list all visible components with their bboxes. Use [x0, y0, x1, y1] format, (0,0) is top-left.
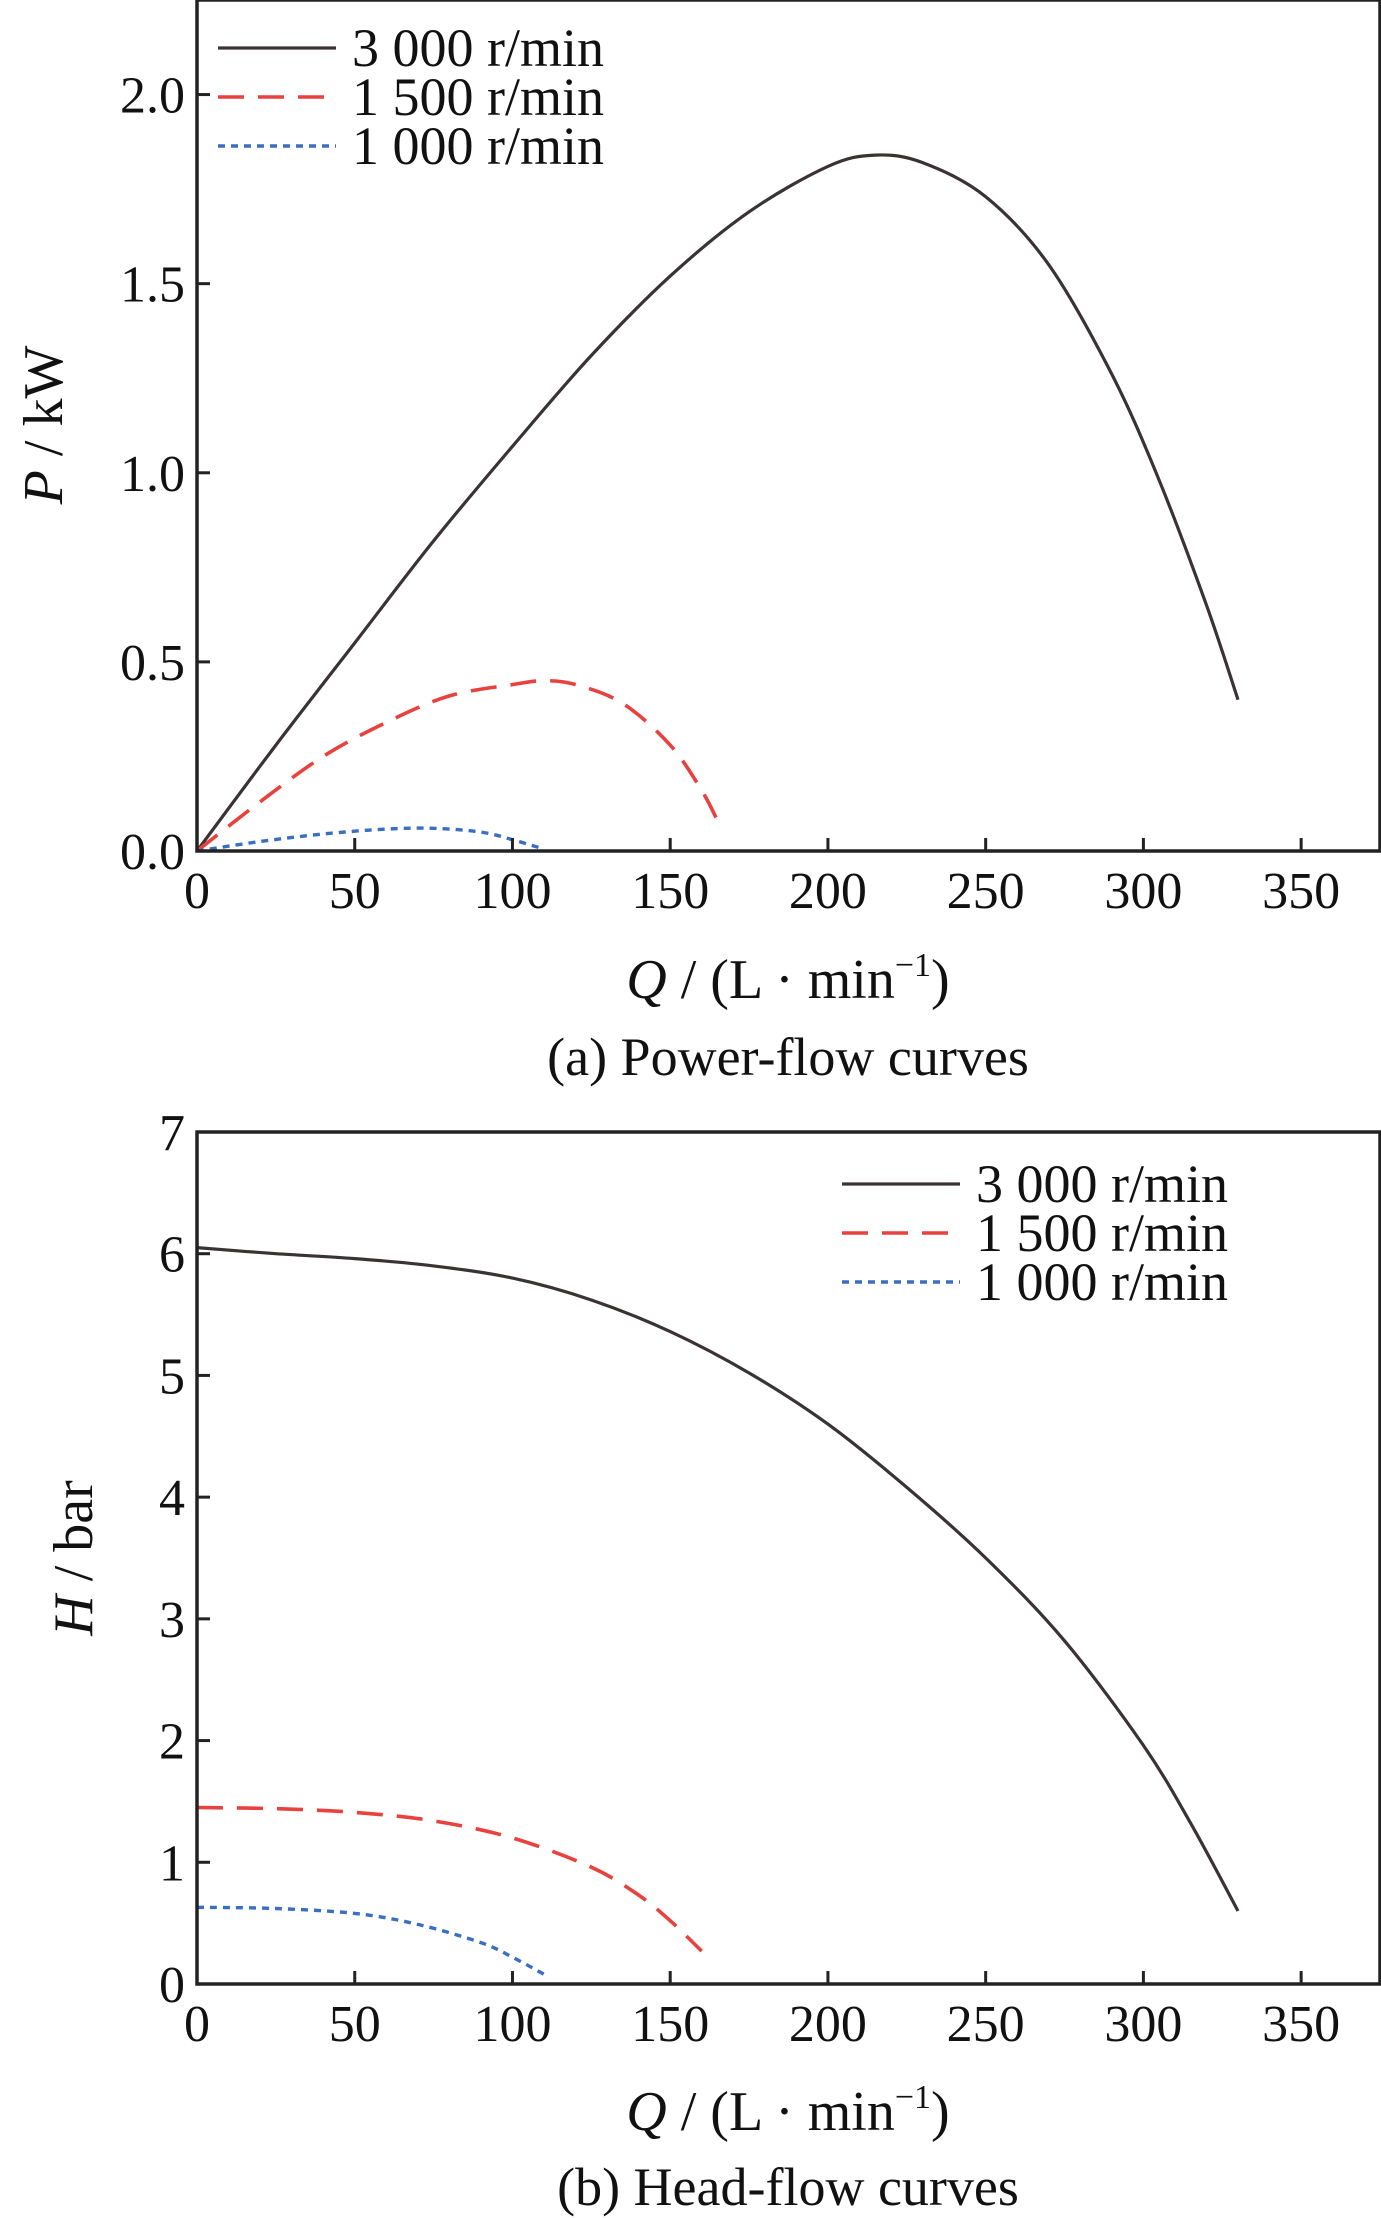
power-x-tick-label: 350 — [1262, 863, 1340, 920]
head-x-tick-label: 350 — [1262, 1996, 1340, 2053]
head-y-tick-label: 6 — [159, 1227, 185, 1284]
power-y-tick-label: 0.0 — [120, 824, 185, 881]
head-plot-frame — [195, 1130, 1381, 1986]
head-x-tick-label: 100 — [473, 1996, 551, 2053]
head-y-axis-label: H / bar — [43, 1480, 105, 1637]
head-chart-caption: (b) Head-flow curves — [557, 2157, 1019, 2217]
head-y-axis-var: H — [43, 1593, 105, 1637]
head-x-tick-label: 250 — [947, 1996, 1025, 2053]
power-y-tick-label: 1.0 — [120, 446, 185, 503]
head-x-axis-unit: / (L · min — [667, 2081, 895, 2143]
head-tick-layer: 0 50 100 150 200 250 300 350 0 1 2 3 4 5 6 7 — [159, 1105, 1340, 2053]
power-x-tick-label: 150 — [631, 863, 709, 920]
power-x-tick-label: 100 — [473, 863, 551, 920]
head-x-tick-label: 50 — [329, 1996, 381, 2053]
power-x-axis-exp: −1 — [895, 947, 931, 984]
power-legend-label-1: 1 500 r/min — [352, 67, 604, 127]
head-series-line-1 — [196, 1805, 703, 1953]
head-x-axis-var: Q — [626, 2081, 666, 2143]
head-x-axis-exp: −1 — [895, 2079, 931, 2116]
power-y-axis-label: P / kW — [13, 346, 75, 506]
head-y-tick-label: 3 — [159, 1592, 185, 1649]
head-series-line-2 — [196, 1905, 545, 1976]
power-x-axis-unit: / (L · min — [667, 949, 895, 1011]
head-y-tick-label: 1 — [159, 1835, 185, 1892]
power-x-tick-label: 300 — [1104, 863, 1182, 920]
head-series-layer — [196, 1246, 1240, 1976]
power-series-line-0 — [195, 153, 1240, 852]
power-x-tick-label: 200 — [789, 863, 867, 920]
power-x-axis-close: ) — [931, 949, 950, 1011]
head-y-tick-label: 4 — [159, 1470, 185, 1527]
head-y-tick-label: 0 — [159, 1957, 185, 2014]
power-y-tick-label: 1.5 — [120, 257, 185, 314]
power-x-tick-label: 250 — [947, 863, 1025, 920]
power-x-tick-label: 0 — [184, 863, 210, 920]
power-legend-label-0: 3 000 r/min — [352, 18, 604, 78]
head-y-tick-label: 7 — [159, 1105, 185, 1162]
power-y-tick-label: 2.0 — [120, 68, 185, 125]
power-flow-chart: 0 50 100 150 200 250 300 350 0.0 0.5 1.0 1.5 2.0 3 0… — [13, 0, 1381, 1087]
power-x-axis-var: Q — [626, 949, 666, 1011]
power-y-tick-label: 0.5 — [120, 635, 185, 692]
power-chart-caption: (a) Power-flow curves — [547, 1027, 1029, 1087]
power-legend-label-2: 1 000 r/min — [352, 116, 604, 176]
power-tick-layer: 0 50 100 150 200 250 300 350 0.0 0.5 1.0 1.5 2.0 — [120, 68, 1340, 920]
power-x-tick-label: 50 — [329, 863, 381, 920]
head-legend-label-2: 1 000 r/min — [976, 1252, 1228, 1312]
power-series-line-2 — [196, 826, 545, 853]
power-plot-frame — [195, 0, 1381, 853]
head-x-tick-label: 200 — [789, 1996, 867, 2053]
head-legend-label-1: 1 500 r/min — [976, 1203, 1228, 1263]
head-x-axis-close: ) — [931, 2081, 950, 2143]
head-x-tick-label: 0 — [184, 1996, 210, 2053]
head-legend-label-0: 3 000 r/min — [976, 1154, 1228, 1214]
head-y-tick-label: 2 — [159, 1714, 185, 1771]
head-x-tick-label: 150 — [631, 1996, 709, 2053]
head-y-axis-unit: / bar — [43, 1480, 105, 1595]
head-x-axis-label: Q / (L · min−1) — [626, 2079, 949, 2143]
head-flow-chart: 0 50 100 150 200 250 300 350 0 1 2 3 4 5 6 7 3 000 r/mi… — [43, 1105, 1381, 2217]
power-y-axis-unit: / kW — [13, 346, 75, 471]
power-y-axis-var: P — [13, 470, 75, 505]
power-series-line-1 — [195, 679, 720, 853]
power-series-layer — [195, 153, 1240, 853]
head-y-tick-label: 5 — [159, 1348, 185, 1405]
head-x-tick-label: 300 — [1104, 1996, 1182, 2053]
power-x-axis-label: Q / (L · min−1) — [626, 947, 949, 1011]
head-series-line-0 — [196, 1246, 1240, 1912]
